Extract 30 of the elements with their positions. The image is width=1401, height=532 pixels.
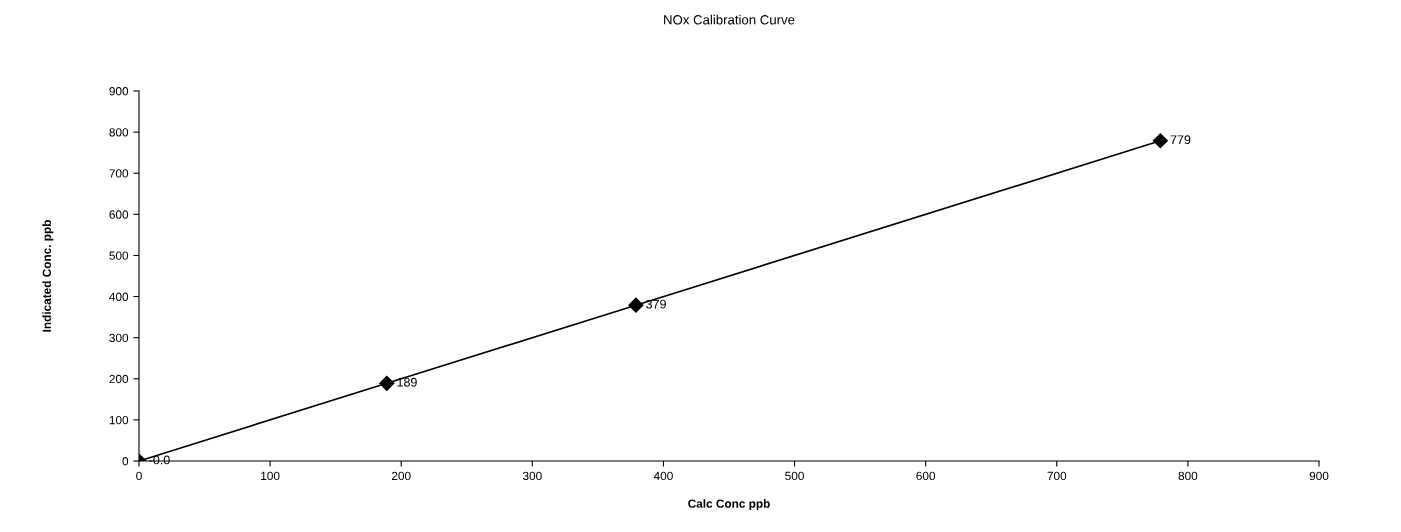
- y-tick-label: 500: [109, 251, 129, 260]
- y-axis-title: Indicated Conc. ppb: [42, 220, 54, 332]
- y-tick-label: 200: [109, 374, 129, 384]
- x-tick-label: 0: [136, 471, 142, 481]
- y-tick-label: 600: [109, 210, 129, 219]
- data-label: 379: [646, 299, 666, 309]
- data-label: 779: [1170, 135, 1191, 145]
- x-axis-title: Calc Conc ppb: [688, 499, 770, 511]
- data-label: 189: [397, 377, 417, 387]
- x-tick-label: 600: [916, 471, 936, 481]
- chart-title: NOx Calibration Curve: [664, 14, 795, 25]
- y-tick-label: 900: [109, 87, 129, 96]
- point: [1152, 133, 1168, 149]
- x-tick-label: 900: [1309, 471, 1329, 481]
- x-tick-label: 800: [1178, 471, 1198, 481]
- y-tick-label: 800: [109, 128, 129, 137]
- x-tick-label: 100: [261, 471, 280, 481]
- y-tick-label: 700: [109, 169, 129, 178]
- x-tick-label: 700: [1047, 471, 1067, 481]
- y-tick-label: 0: [122, 457, 129, 466]
- point: [379, 375, 395, 391]
- x-tick-label: 200: [391, 471, 411, 481]
- y-tick-label: 400: [109, 292, 129, 301]
- point: [628, 297, 644, 313]
- x-tick-label: 300: [522, 471, 542, 481]
- y-tick-label: 100: [109, 415, 129, 425]
- x-tick-label: 400: [653, 471, 673, 481]
- x-tick-label: 500: [785, 471, 804, 481]
- data-label: -0.0: [149, 455, 170, 465]
- y-tick-label: 300: [109, 333, 129, 343]
